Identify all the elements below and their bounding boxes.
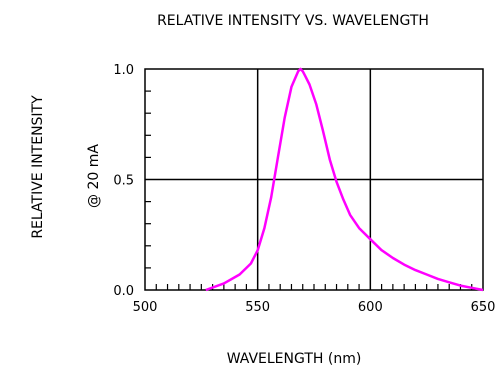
y-tick-label: 0.0 — [113, 284, 134, 299]
x-tick-label: 650 — [471, 300, 496, 315]
y-tick-label: 0.5 — [113, 174, 134, 189]
y-tick-label: 1.0 — [113, 63, 134, 78]
chart-title: RELATIVE INTENSITY VS. WAVELENGTH — [157, 13, 429, 29]
plot-area: 500 550 600 650 0.0 0.5 1.0 — [113, 63, 495, 315]
x-tick-label: 550 — [245, 300, 270, 315]
series-line — [205, 67, 484, 292]
x-tick-label: 600 — [358, 300, 383, 315]
x-axis-label: WAVELENGTH (nm) — [227, 351, 362, 367]
y-axis-sublabel: @ 20 mA — [86, 144, 102, 208]
x-tick-label: 500 — [133, 300, 158, 315]
plot-frame — [144, 68, 484, 291]
y-axis-label: RELATIVE INTENSITY — [30, 95, 46, 239]
